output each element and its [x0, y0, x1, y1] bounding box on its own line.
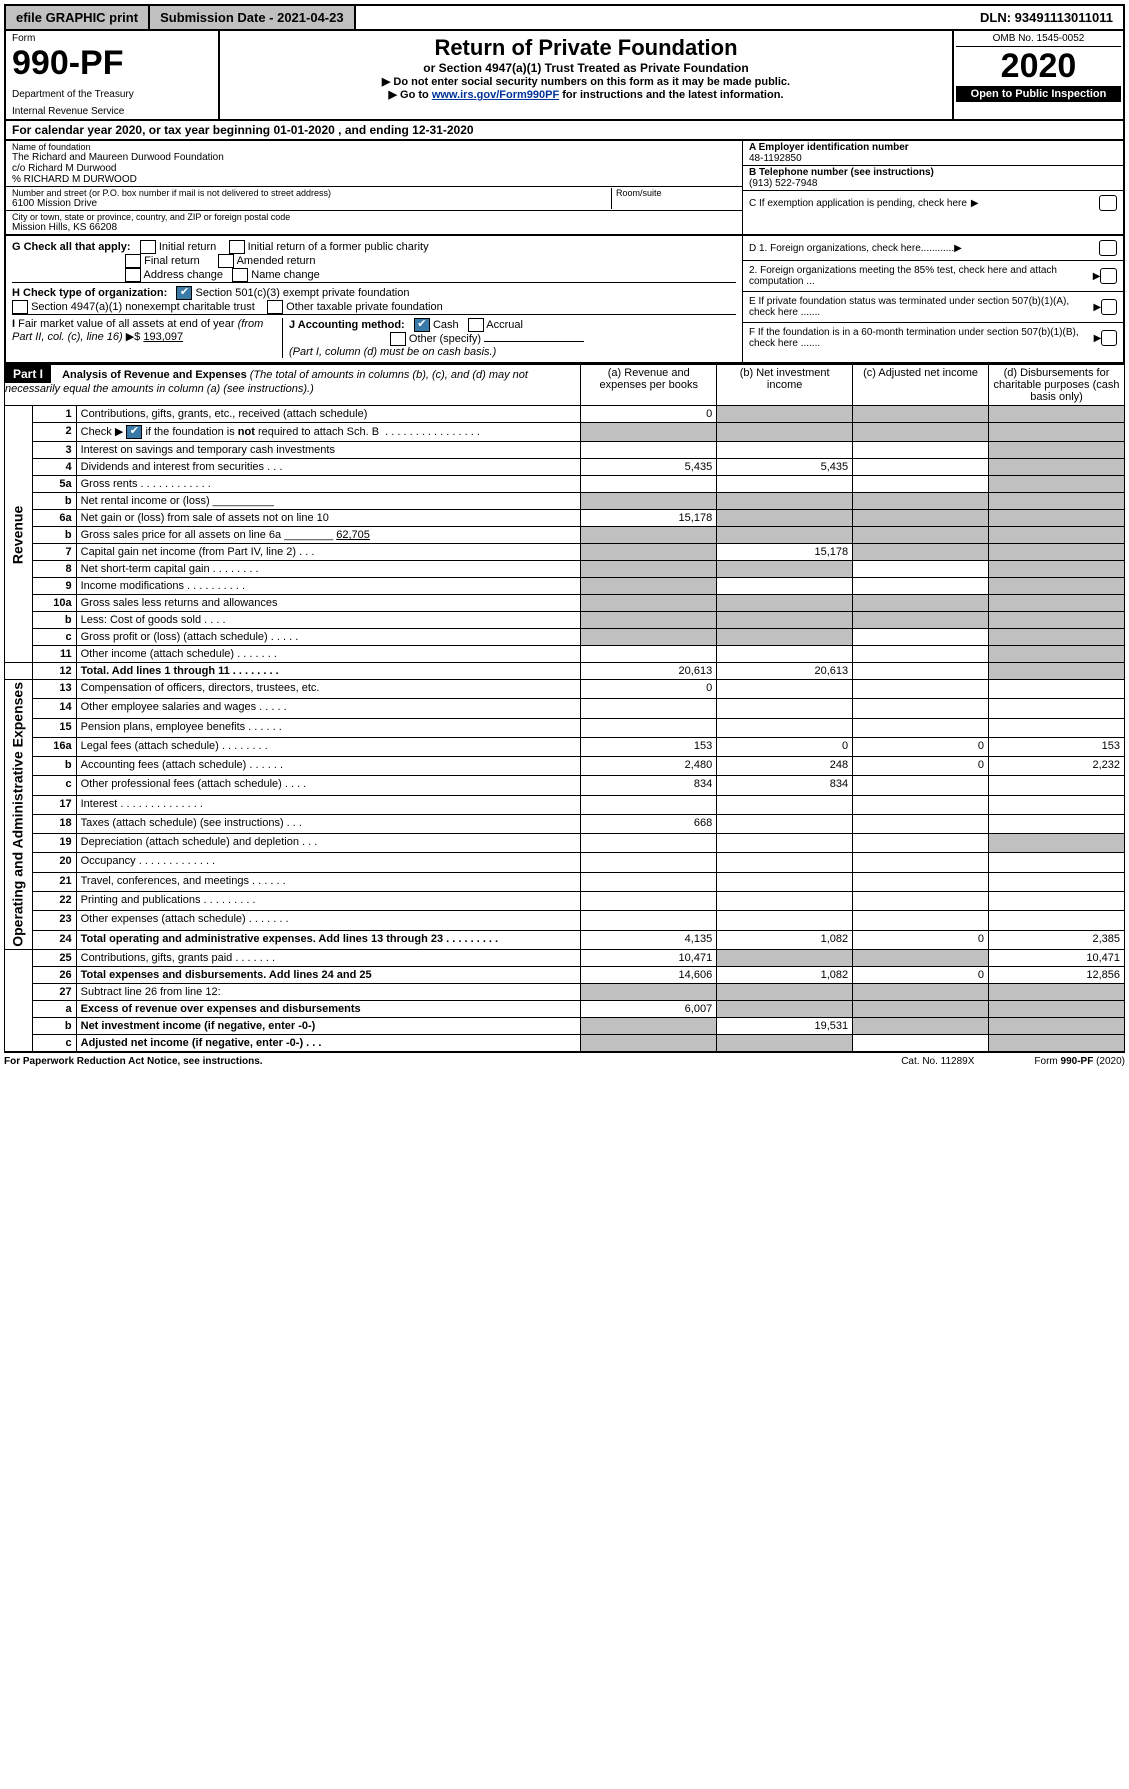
- i-fmv-value: 193,097: [143, 331, 183, 343]
- ein-label: A Employer identification number: [749, 142, 1117, 153]
- j-section: J Accounting method: ✔ Cash Accrual Othe…: [282, 318, 736, 358]
- g-name-change[interactable]: [232, 268, 248, 282]
- paperwork-notice: For Paperwork Reduction Act Notice, see …: [4, 1056, 263, 1067]
- col-c-header: (c) Adjusted net income: [853, 365, 989, 406]
- open-to-public: Open to Public Inspection: [956, 86, 1121, 102]
- submission-date: Submission Date - 2021-04-23: [150, 6, 356, 29]
- dln: DLN: 93491113011011: [970, 6, 1123, 29]
- g-amended[interactable]: [218, 254, 234, 268]
- expenses-label: Operating and Administrative Expenses: [5, 680, 33, 950]
- g-address-change[interactable]: [125, 268, 141, 282]
- d2-label: 2. Foreign organizations meeting the 85%…: [749, 265, 1093, 287]
- d1-label: D 1. Foreign organizations, check here..…: [749, 243, 954, 254]
- name-label: Name of foundation: [12, 142, 736, 152]
- h-4947[interactable]: [12, 300, 28, 314]
- city-label: City or town, state or province, country…: [12, 212, 736, 222]
- f-label: F If the foundation is in a 60-month ter…: [749, 327, 1094, 349]
- j-note: (Part I, column (d) must be on cash basi…: [289, 346, 496, 358]
- col-b-header: (b) Net investment income: [717, 365, 853, 406]
- form-footer: Form 990-PF (2020): [1034, 1056, 1125, 1067]
- irs-label: Internal Revenue Service: [12, 106, 212, 117]
- street-address: 6100 Mission Drive: [12, 198, 611, 209]
- room-label: Room/suite: [616, 188, 736, 198]
- h-other-taxable[interactable]: [267, 300, 283, 314]
- j-cash[interactable]: ✔: [414, 318, 430, 332]
- c-exemption-label: C If exemption application is pending, c…: [749, 198, 967, 209]
- h-section: H Check type of organization: ✔ Section …: [12, 282, 736, 314]
- j-accrual[interactable]: [468, 318, 484, 332]
- revenue-label: Revenue: [5, 406, 33, 663]
- g-final-return[interactable]: [125, 254, 141, 268]
- foundation-name: The Richard and Maureen Durwood Foundati…: [12, 152, 736, 163]
- cat-no: Cat. No. 11289X: [901, 1056, 974, 1067]
- g-section: G Check all that apply: Initial return I…: [12, 240, 736, 282]
- e-checkbox[interactable]: [1101, 299, 1117, 315]
- f-checkbox[interactable]: [1101, 330, 1117, 346]
- part1-header: Part I: [5, 365, 51, 383]
- omb-number: OMB No. 1545-0052: [956, 33, 1121, 47]
- form-title: Return of Private Foundation: [224, 35, 948, 61]
- care-of: c/o Richard M Durwood: [12, 163, 736, 174]
- d2-checkbox[interactable]: [1100, 268, 1117, 284]
- phone-value: (913) 522-7948: [749, 178, 1117, 189]
- i-section: I Fair market value of all assets at end…: [12, 318, 282, 358]
- note-ssn: ▶ Do not enter social security numbers o…: [224, 75, 948, 88]
- form-number: 990-PF: [12, 44, 212, 83]
- d1-checkbox[interactable]: [1099, 240, 1117, 256]
- irs-link[interactable]: www.irs.gov/Form990PF: [432, 89, 559, 101]
- col-a-header: (a) Revenue and expenses per books: [581, 365, 717, 406]
- check-sections: G Check all that apply: Initial return I…: [4, 236, 1125, 364]
- ein-value: 48-1192850: [749, 153, 1117, 164]
- addr-label: Number and street (or P.O. box number if…: [12, 188, 611, 198]
- note-goto: ▶ Go to www.irs.gov/Form990PF for instru…: [224, 88, 948, 101]
- h-501c3[interactable]: ✔: [176, 286, 192, 300]
- tax-year: 2020: [956, 47, 1121, 86]
- dept-treasury: Department of the Treasury: [12, 89, 212, 100]
- part1-table: Part I Analysis of Revenue and Expenses …: [4, 364, 1125, 1052]
- c-checkbox[interactable]: [1099, 195, 1117, 211]
- sch-b-checkbox[interactable]: ✔: [126, 425, 142, 439]
- efile-button[interactable]: efile GRAPHIC print: [6, 6, 150, 29]
- form-label: Form: [12, 33, 212, 44]
- phone-label: B Telephone number (see instructions): [749, 167, 1117, 178]
- g-initial-return[interactable]: [140, 240, 156, 254]
- col-d-header: (d) Disbursements for charitable purpose…: [989, 365, 1125, 406]
- form-header: Form 990-PF Department of the Treasury I…: [4, 31, 1125, 121]
- e-label: E If private foundation status was termi…: [749, 296, 1093, 318]
- percent-line: % RICHARD M DURWOOD: [12, 174, 736, 185]
- form-subtitle: or Section 4947(a)(1) Trust Treated as P…: [224, 61, 948, 75]
- city-state-zip: Mission Hills, KS 66208: [12, 222, 736, 233]
- j-other[interactable]: [390, 332, 406, 346]
- entity-info: Name of foundation The Richard and Maure…: [4, 141, 1125, 236]
- page-footer: For Paperwork Reduction Act Notice, see …: [4, 1052, 1125, 1067]
- top-bar: efile GRAPHIC print Submission Date - 20…: [4, 4, 1125, 31]
- calendar-year-line: For calendar year 2020, or tax year begi…: [4, 121, 1125, 141]
- g-initial-former[interactable]: [229, 240, 245, 254]
